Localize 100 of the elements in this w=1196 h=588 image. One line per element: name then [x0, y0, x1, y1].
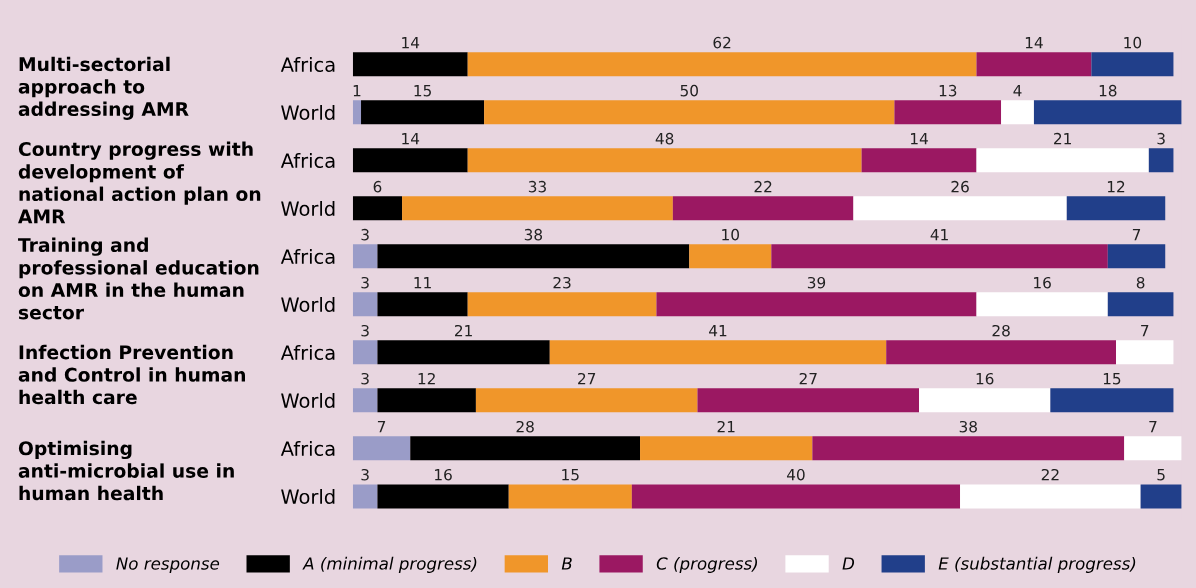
- data-label: 33: [528, 180, 546, 193]
- bar: [508, 484, 632, 509]
- data-label: 10: [722, 228, 740, 241]
- bar: [689, 244, 772, 269]
- bar: [1140, 484, 1182, 509]
- data-label: 21: [717, 420, 735, 433]
- data-label: 1: [353, 85, 361, 97]
- data-label: 3: [1157, 132, 1165, 145]
- legend-label: E (substantial progress): [938, 556, 1136, 573]
- data-label: 15: [1103, 373, 1121, 385]
- y-tick-label: World: [281, 296, 335, 313]
- data-label: 3: [361, 228, 369, 241]
- data-label: 26: [951, 180, 969, 193]
- data-label: 50: [680, 84, 698, 97]
- bar: [352, 340, 378, 365]
- data-label: 27: [578, 372, 596, 385]
- bar: [812, 436, 1125, 461]
- bar: [352, 484, 378, 509]
- data-label: 16: [1034, 276, 1051, 289]
- data-label: 12: [1107, 180, 1125, 193]
- data-label: 14: [402, 133, 420, 145]
- data-label: 5: [1157, 469, 1165, 481]
- data-label: 22: [754, 180, 772, 193]
- y-tick-label: Africa: [280, 440, 335, 457]
- data-label: 14: [911, 133, 928, 145]
- data-label: 40: [786, 468, 805, 481]
- bar: [1107, 292, 1174, 317]
- bar: [1116, 340, 1174, 365]
- bar: [467, 148, 862, 173]
- bar: [361, 100, 485, 125]
- bar: [771, 244, 1108, 269]
- bar: [640, 436, 813, 461]
- text: Infection Prevention and Control in human health care: [18, 344, 245, 405]
- data-label: 3: [361, 276, 369, 289]
- y-tick-label: World: [281, 488, 335, 505]
- data-label: 39: [807, 276, 826, 289]
- bar: [631, 484, 961, 509]
- bar: [352, 196, 403, 221]
- y-tick-label: World: [281, 200, 335, 217]
- y-tick-label: World: [281, 104, 335, 120]
- bar: [352, 148, 468, 173]
- bar: [352, 436, 411, 461]
- data-label: 3: [361, 324, 369, 337]
- y-tick-label: Africa: [280, 56, 335, 72]
- data-label: 21: [1054, 132, 1071, 145]
- data-label: 8: [1136, 276, 1145, 289]
- bar: [1033, 100, 1182, 125]
- bar: [1091, 52, 1174, 77]
- bar: [1148, 148, 1174, 173]
- data-label: 7: [1141, 325, 1149, 337]
- data-label: 12: [418, 372, 435, 385]
- y-tick-label: Africa: [280, 248, 335, 265]
- data-label: 13: [939, 84, 957, 97]
- text: Country progress with development of national action plan on AMR: [18, 141, 261, 224]
- bar: [377, 484, 509, 509]
- data-label: 15: [414, 85, 431, 97]
- data-label: 38: [524, 228, 543, 241]
- bar: [352, 388, 378, 413]
- bar: [352, 52, 468, 77]
- data-label: 16: [435, 468, 452, 481]
- legend-label: C (progress): [656, 556, 758, 573]
- data-label: 28: [516, 420, 534, 433]
- bar: [697, 388, 920, 413]
- bar: [1050, 388, 1174, 413]
- data-label: 10: [1124, 36, 1142, 49]
- bar: [886, 340, 1116, 365]
- bar: [1066, 196, 1166, 221]
- data-label: 48: [655, 132, 674, 145]
- bar: [377, 388, 476, 413]
- bar: [1124, 436, 1182, 461]
- bar: [976, 148, 1149, 173]
- text: Optimising anti-microbial use in human health: [18, 440, 234, 501]
- bar: [861, 148, 977, 173]
- bar: [484, 100, 895, 125]
- bar: [352, 244, 378, 269]
- data-label: 27: [799, 372, 817, 385]
- bar: [352, 292, 378, 317]
- data-label: 16: [976, 372, 994, 385]
- data-label: 18: [1099, 84, 1117, 97]
- data-label: 22: [1041, 468, 1059, 481]
- data-label: 7: [1149, 421, 1157, 433]
- bar: [475, 388, 698, 413]
- legend-label: D: [842, 557, 855, 570]
- legend-label: No response: [116, 557, 220, 573]
- data-label: 41: [709, 325, 727, 337]
- bar: [656, 292, 977, 317]
- y-tick-label: Africa: [280, 152, 335, 168]
- bar: [467, 52, 977, 77]
- bar: [672, 196, 854, 221]
- data-label: 21: [455, 324, 472, 337]
- y-tick-label: Africa: [280, 344, 335, 361]
- bar: [410, 436, 641, 461]
- bar: [377, 340, 550, 365]
- bar: [960, 484, 1141, 509]
- data-label: 7: [1132, 229, 1141, 241]
- bar: [377, 292, 468, 317]
- data-label: 11: [414, 277, 431, 289]
- bar: [976, 292, 1108, 317]
- data-label: 41: [930, 229, 948, 241]
- data-label: 14: [1025, 37, 1043, 49]
